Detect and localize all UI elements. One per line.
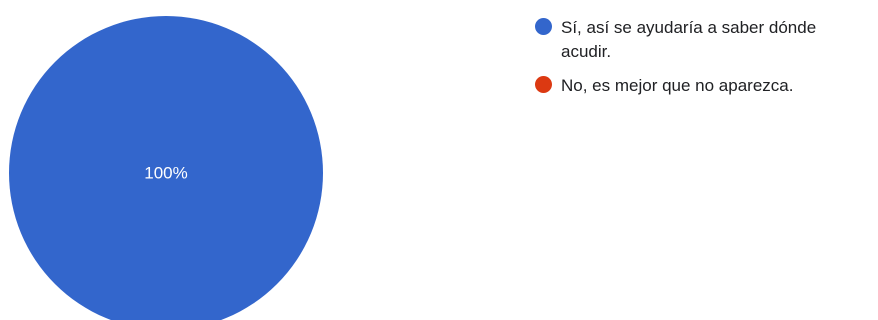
legend-label-no: No, es mejor que no aparezca. [561, 76, 794, 95]
legend-swatch-si [535, 18, 552, 35]
legend-label-si: Sí, así se ayudaría a saber dónde acudir… [561, 18, 817, 61]
pie-slice-si[interactable] [9, 16, 323, 320]
chart-legend: Sí, así se ayudaría a saber dónde acudir… [535, 16, 870, 108]
pie-data-label-si: 100% [144, 164, 187, 183]
legend-item-si[interactable]: Sí, así se ayudaría a saber dónde acudir… [535, 16, 870, 64]
legend-swatch-no [535, 76, 552, 93]
legend-item-no[interactable]: No, es mejor que no aparezca. [535, 74, 870, 98]
